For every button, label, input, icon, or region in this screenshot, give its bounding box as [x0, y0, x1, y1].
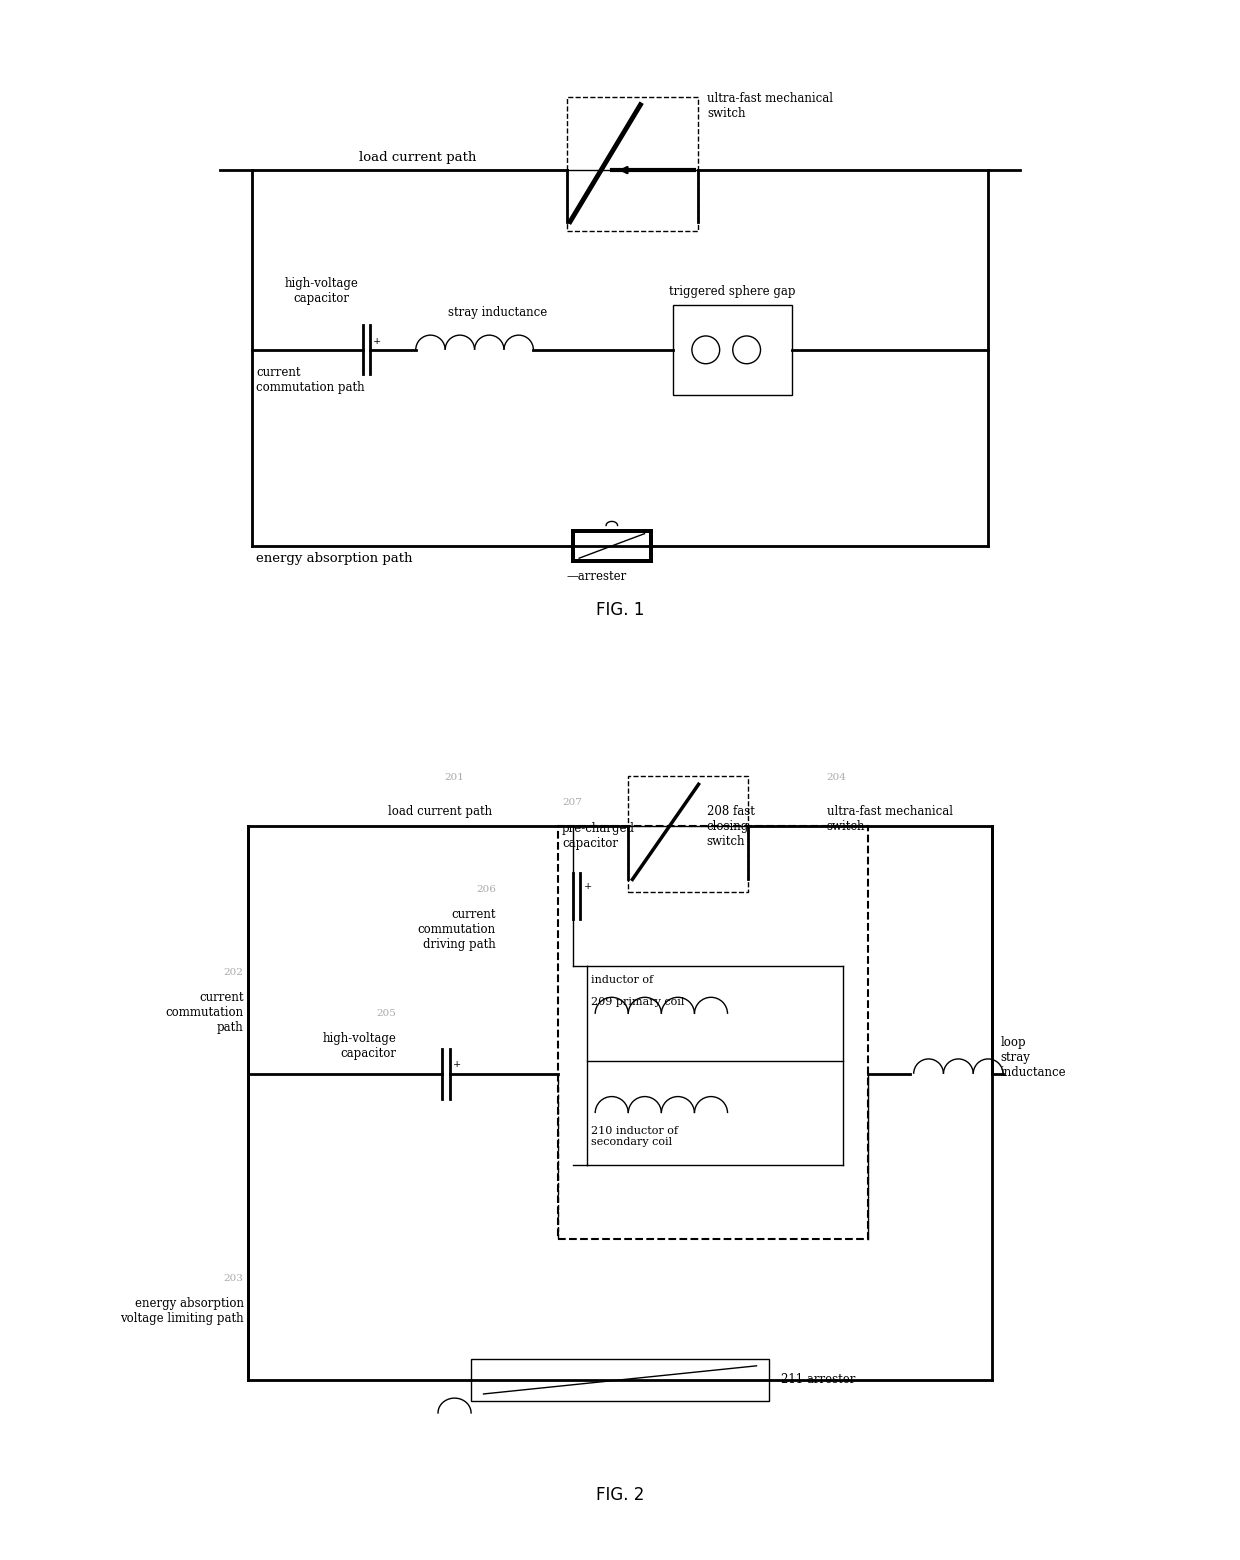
Text: loop
stray
inductance: loop stray inductance: [1001, 1036, 1066, 1080]
Text: high-voltage
capacitor: high-voltage capacitor: [285, 278, 358, 304]
Text: current
commutation
driving path: current commutation driving path: [418, 908, 496, 952]
Text: stray inductance: stray inductance: [448, 306, 547, 318]
Bar: [253, 170, 987, 546]
Text: energy absorption
voltage limiting path: energy absorption voltage limiting path: [120, 1298, 243, 1324]
Bar: [673, 304, 791, 395]
Text: 204: 204: [827, 774, 847, 782]
Text: current
commutation path: current commutation path: [257, 367, 365, 395]
Bar: [575, 534, 649, 558]
Bar: [248, 825, 992, 1381]
Text: triggered sphere gap: triggered sphere gap: [670, 285, 796, 298]
Text: current
commutation
path: current commutation path: [165, 991, 243, 1034]
Text: 209 primary coil: 209 primary coil: [591, 997, 684, 1008]
Text: 211 arrester: 211 arrester: [781, 1373, 856, 1387]
Text: 208 fast
closing
switch: 208 fast closing switch: [707, 805, 755, 849]
Bar: [629, 775, 748, 892]
Text: ultra-fast mechanical
switch: ultra-fast mechanical switch: [708, 92, 833, 120]
Text: 210 inductor of
secondary coil: 210 inductor of secondary coil: [591, 1125, 678, 1147]
Text: FIG. 1: FIG. 1: [595, 602, 645, 619]
Text: load current path: load current path: [358, 151, 476, 164]
Bar: [570, 529, 652, 563]
Text: 201: 201: [445, 774, 465, 782]
Bar: [471, 1359, 769, 1401]
Text: 206: 206: [476, 885, 496, 894]
Text: energy absorption path: energy absorption path: [257, 552, 413, 565]
Bar: [567, 97, 698, 231]
Text: 202: 202: [223, 967, 243, 977]
Text: +: +: [584, 881, 591, 891]
Text: 207: 207: [562, 799, 582, 807]
Text: 203: 203: [223, 1273, 243, 1282]
Text: +: +: [372, 337, 381, 346]
Text: ultra-fast mechanical
switch: ultra-fast mechanical switch: [827, 805, 952, 833]
Text: pre-charged
capacitor: pre-charged capacitor: [562, 822, 635, 850]
Text: load current path: load current path: [388, 805, 492, 817]
Bar: [558, 825, 868, 1239]
Text: inductor of: inductor of: [591, 975, 653, 984]
Text: 205: 205: [377, 1009, 397, 1019]
Text: high-voltage
capacitor: high-voltage capacitor: [322, 1033, 397, 1061]
Text: +: +: [453, 1059, 461, 1069]
Text: FIG. 2: FIG. 2: [595, 1487, 645, 1504]
Text: —arrester: —arrester: [567, 569, 627, 582]
